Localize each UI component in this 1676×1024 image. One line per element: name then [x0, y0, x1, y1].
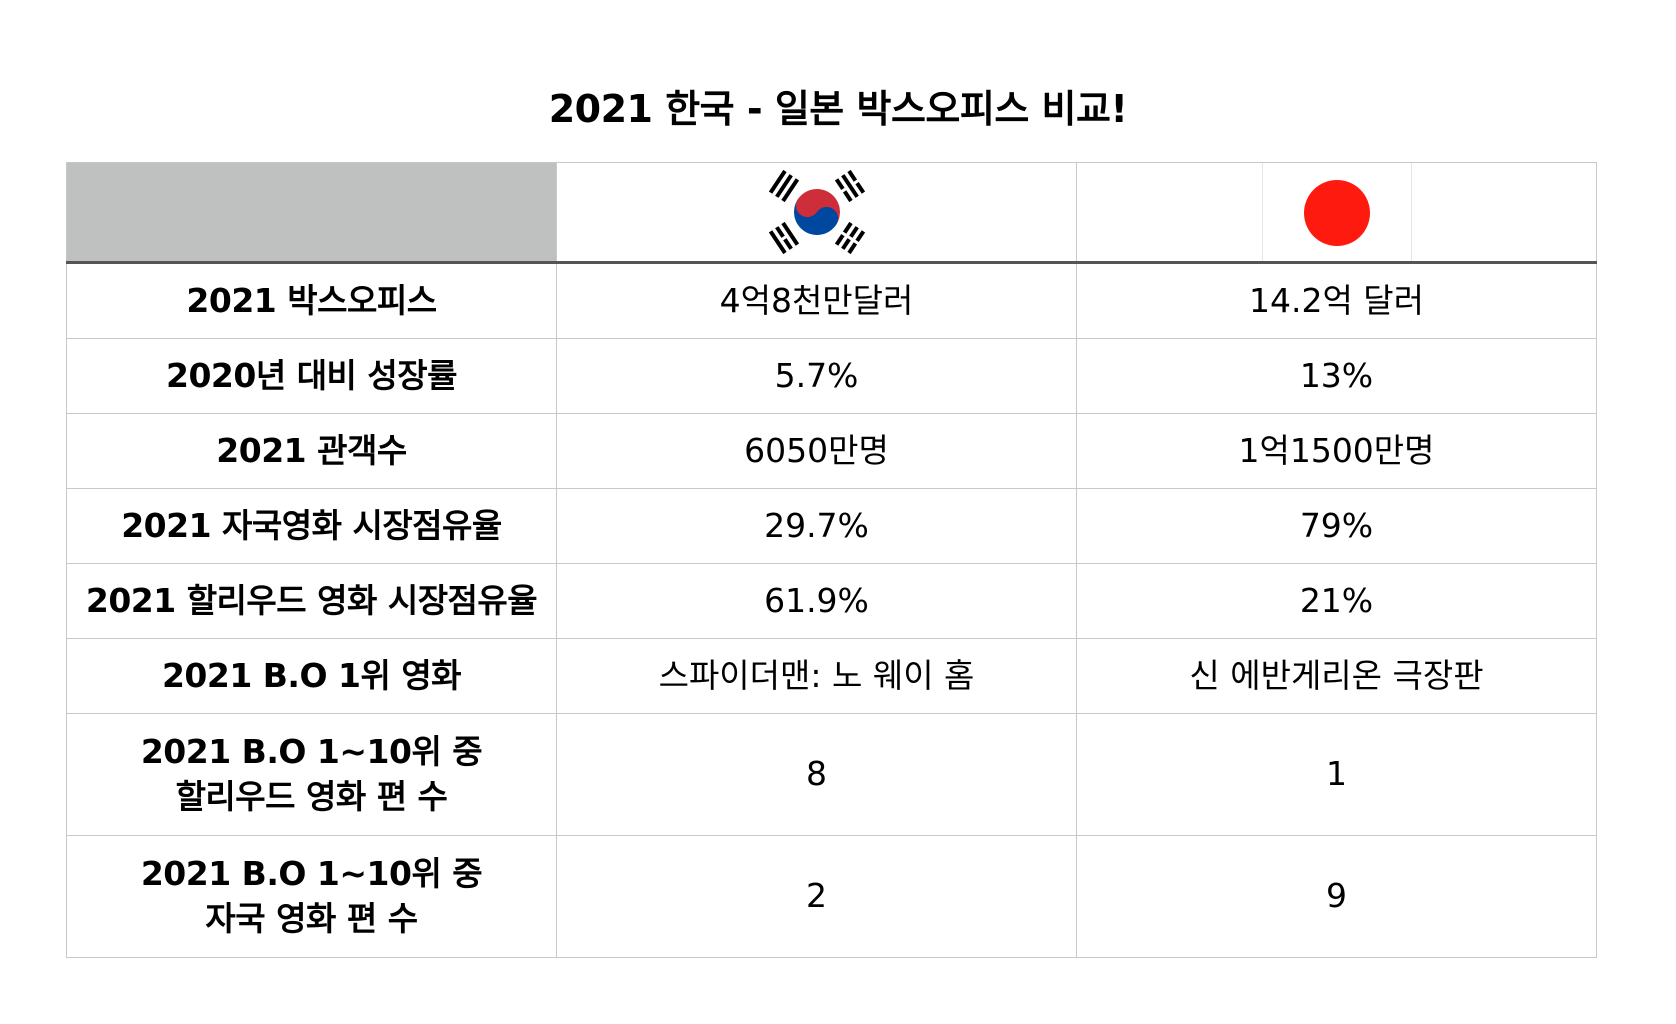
hinomaru-flag-icon	[1261, 163, 1412, 261]
row-label: 2020년 대비 성장률	[66, 338, 557, 414]
table-row: 2021 자국영화 시장점유율 29.7% 79%	[66, 488, 1597, 564]
korea-value: 6050만명	[556, 413, 1077, 489]
japan-value: 9	[1076, 835, 1597, 958]
row-label: 2021 B.O 1~10위 중 할리우드 영화 편 수	[66, 713, 557, 836]
japan-value: 14.2억 달러	[1076, 262, 1597, 339]
row-label: 2021 자국영화 시장점유율	[66, 488, 557, 564]
japan-value: 1	[1076, 713, 1597, 836]
japan-value: 21%	[1076, 563, 1597, 639]
table-row: 2021 할리우드 영화 시장점유율 61.9% 21%	[66, 563, 1597, 639]
japan-value: 1억1500만명	[1076, 413, 1597, 489]
header-korea-cell	[556, 162, 1077, 264]
row-label-line-1: 2021 B.O 1~10위 중	[140, 853, 483, 893]
header-corner-cell	[66, 162, 557, 264]
table-row: 2020년 대비 성장률 5.7% 13%	[66, 338, 1597, 414]
japan-value: 79%	[1076, 488, 1597, 564]
header-japan-cell	[1076, 162, 1597, 264]
row-label: 2021 관객수	[66, 413, 557, 489]
korea-value: 8	[556, 713, 1077, 836]
japan-value: 13%	[1076, 338, 1597, 414]
row-label: 2021 박스오피스	[66, 262, 557, 339]
korea-value: 2	[556, 835, 1077, 958]
table-row: 2021 B.O 1~10위 중 자국 영화 편 수 2 9	[66, 835, 1597, 958]
row-label: 2021 B.O 1위 영화	[66, 638, 557, 714]
table-row: 2021 박스오피스 4억8천만달러 14.2억 달러	[66, 262, 1597, 339]
table-header-row	[66, 162, 1597, 264]
row-label-line-2: 할리우드 영화 편 수	[175, 776, 448, 816]
taegukgi-flag-icon	[557, 169, 1076, 255]
korea-value: 5.7%	[556, 338, 1077, 414]
row-label: 2021 할리우드 영화 시장점유율	[66, 563, 557, 639]
japan-value: 신 에반게리온 극장판	[1076, 638, 1597, 714]
table-row: 2021 B.O 1위 영화 스파이더맨: 노 웨이 홈 신 에반게리온 극장판	[66, 638, 1597, 714]
row-label-line-1: 2021 B.O 1~10위 중	[140, 731, 483, 771]
box-office-comparison-table: 2021 박스오피스 4억8천만달러 14.2억 달러 2020년 대비 성장률…	[66, 162, 1597, 958]
row-label: 2021 B.O 1~10위 중 자국 영화 편 수	[66, 835, 557, 958]
table-row: 2021 B.O 1~10위 중 할리우드 영화 편 수 8 1	[66, 713, 1597, 836]
page-title: 2021 한국 - 일본 박스오피스 비교!	[548, 87, 1128, 131]
korea-value: 스파이더맨: 노 웨이 홈	[556, 638, 1077, 714]
row-label-line-2: 자국 영화 편 수	[205, 898, 418, 938]
korea-value: 61.9%	[556, 563, 1077, 639]
table-row: 2021 관객수 6050만명 1억1500만명	[66, 413, 1597, 489]
korea-value: 29.7%	[556, 488, 1077, 564]
korea-value: 4억8천만달러	[556, 262, 1077, 339]
